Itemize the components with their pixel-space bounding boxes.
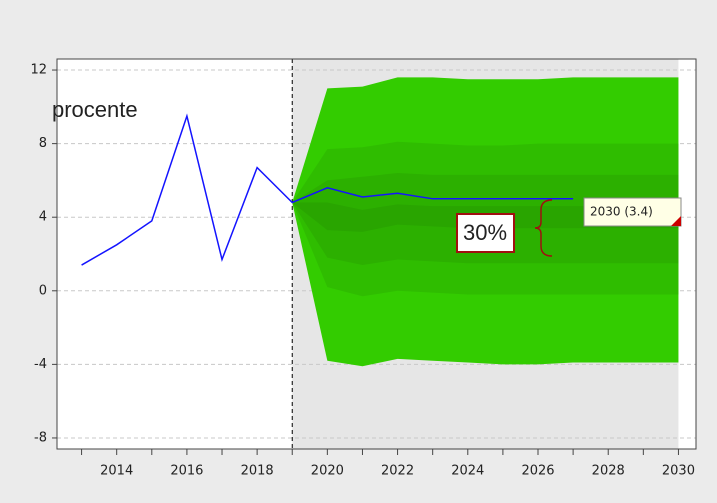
tooltip-corner [671,216,681,226]
annotation-box [456,213,515,253]
x-tick-label: 2024 [451,464,484,479]
x-tick-label: 2028 [592,464,625,479]
y-tick-label: 0 [39,283,47,298]
x-tick-label: 2022 [381,464,414,479]
y-axis-label: procente [52,97,138,122]
y-tick-label: -4 [34,357,47,372]
y-tick-label: 12 [30,63,47,78]
tooltip-text: 2030 (3.4) [590,205,653,219]
x-tick-label: 2016 [170,464,203,479]
plot-border [56,58,697,450]
x-tick-label: 2026 [521,464,554,479]
annotation-label: 30% [463,220,507,245]
x-tick-label: 2018 [241,464,274,479]
y-tick-label: -8 [34,430,47,445]
line [81,113,574,266]
tooltip-box [583,197,682,227]
x-tick-label: 2014 [100,464,133,479]
y-tick-label: 4 [39,210,47,225]
y-tick-label: 8 [39,136,47,151]
bracket [534,199,553,257]
x-tick-label: 2030 [662,464,695,479]
x-tick-label: 2020 [311,464,344,479]
